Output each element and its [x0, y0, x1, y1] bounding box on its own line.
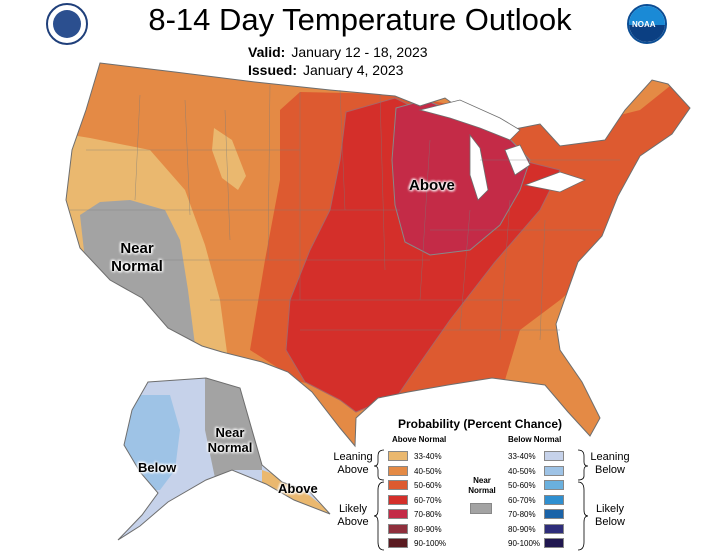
legend-below-swatch-5 [544, 509, 564, 519]
legend-below-range-6: 80-90% [508, 524, 536, 534]
issued-value: January 4, 2023 [303, 62, 404, 78]
legend-above-swatch-3 [388, 480, 408, 490]
legend-below-range-1: 33-40% [508, 452, 536, 461]
legend-above-range-6: 80-90% [414, 524, 442, 534]
legend-near-normal-label: Near Normal [468, 476, 496, 495]
alaska-outline [117, 377, 331, 541]
legend-above-range-3: 50-60% [414, 481, 442, 490]
label-conus-above: Above [409, 177, 455, 194]
legend-below-range-3: 50-60% [508, 481, 536, 490]
legend-below-range-5: 70-80% [508, 510, 536, 519]
legend-leaning-below: Leaning Below [590, 451, 630, 476]
commerce-seal-center [53, 10, 81, 38]
legend-above-swatch-4 [388, 494, 408, 505]
legend-above-swatch-2 [388, 465, 408, 476]
noaa-logo-text: NOAA [632, 20, 656, 29]
page-title: 8-14 Day Temperature Outlook [148, 2, 572, 37]
brace-likely-below [577, 481, 589, 551]
legend-above-swatch-1 [388, 451, 408, 461]
noaa-logo: NOAA [627, 4, 667, 44]
legend-above-swatch-7 [388, 538, 408, 548]
brace-leaning-above [373, 449, 385, 481]
label-alaska-near-normal: Near Normal [207, 425, 253, 455]
legend-above-range-4: 60-70% [414, 495, 442, 505]
legend-above-swatch-6 [388, 523, 408, 534]
state-boundaries [70, 84, 620, 341]
label-alaska-below: Below [138, 460, 177, 475]
legend-below-swatch-7 [544, 538, 564, 548]
legend-below-range-7: 90-100% [508, 539, 541, 548]
legend-leaning-above: Leaning Above [333, 451, 373, 476]
label-alaska-above: Above [278, 481, 318, 496]
legend-below-swatch-6 [544, 523, 564, 534]
legend-below-range-2: 40-50% [508, 466, 536, 476]
valid-dates: Valid: January 12 - 18, 2023 [248, 44, 428, 60]
legend-below-swatch-3 [544, 480, 564, 490]
legend-above-swatch-5 [388, 509, 408, 519]
commerce-seal-logo [46, 3, 88, 45]
valid-label: Valid: [248, 44, 286, 60]
legend-below-swatch-1 [544, 451, 564, 461]
legend-likely-above: Likely Above [337, 503, 369, 528]
legend-below-swatch-2 [544, 465, 564, 476]
legend-above-header: Above Normal [392, 435, 447, 444]
legend-below-header: Below Normal [508, 435, 562, 444]
region-near-normal-southwest [80, 200, 195, 345]
legend-below-range-4: 60-70% [508, 495, 536, 505]
legend-likely-below: Likely Below [595, 503, 625, 528]
alaska-region-above-33-40 [262, 470, 330, 520]
label-conus-near-normal: Near Normal [111, 240, 163, 275]
brace-leaning-below [577, 449, 589, 481]
legend-title: Probability (Percent Chance) [398, 417, 563, 431]
legend-near-normal-swatch [470, 503, 492, 514]
legend-above-range-1: 33-40% [414, 452, 442, 461]
valid-value: January 12 - 18, 2023 [291, 44, 428, 60]
legend-above-range-5: 70-80% [414, 510, 442, 519]
legend-above-range-2: 40-50% [414, 466, 442, 476]
brace-likely-above [373, 481, 385, 551]
region-above-33-40-montana [212, 128, 246, 190]
legend-above-range-7: 90-100% [414, 539, 447, 548]
great-lakes [418, 99, 587, 201]
issued-label: Issued: [248, 62, 298, 78]
legend-below-swatch-4 [544, 494, 564, 505]
issued-date: Issued: January 4, 2023 [248, 62, 403, 78]
